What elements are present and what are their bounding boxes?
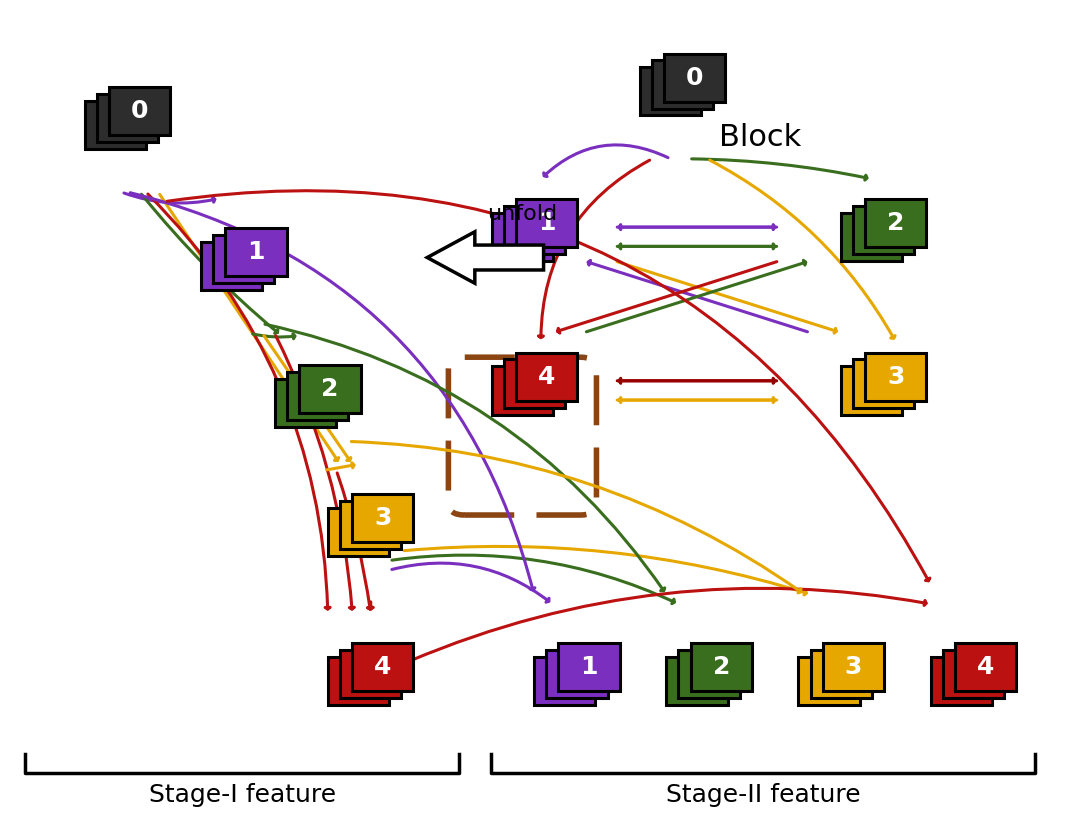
FancyBboxPatch shape	[866, 199, 926, 247]
FancyBboxPatch shape	[504, 206, 565, 254]
Text: 0: 0	[687, 65, 704, 90]
Text: 3: 3	[374, 506, 391, 530]
FancyBboxPatch shape	[810, 650, 872, 698]
FancyBboxPatch shape	[955, 644, 1016, 691]
FancyBboxPatch shape	[109, 86, 171, 135]
Text: 2: 2	[712, 655, 730, 680]
FancyBboxPatch shape	[287, 372, 349, 420]
FancyBboxPatch shape	[213, 235, 274, 283]
FancyBboxPatch shape	[823, 644, 884, 691]
FancyBboxPatch shape	[664, 54, 726, 102]
Text: 4: 4	[538, 365, 555, 388]
FancyBboxPatch shape	[491, 367, 553, 414]
FancyBboxPatch shape	[666, 657, 728, 706]
FancyArrow shape	[427, 232, 544, 284]
FancyBboxPatch shape	[853, 206, 915, 254]
Text: 4: 4	[976, 655, 995, 680]
Text: 2: 2	[887, 211, 904, 235]
FancyBboxPatch shape	[841, 212, 902, 261]
FancyBboxPatch shape	[340, 501, 401, 549]
FancyBboxPatch shape	[300, 365, 360, 413]
FancyBboxPatch shape	[516, 199, 578, 247]
FancyBboxPatch shape	[328, 657, 389, 706]
FancyBboxPatch shape	[491, 212, 553, 261]
Text: 2: 2	[321, 377, 339, 401]
FancyBboxPatch shape	[504, 359, 565, 408]
FancyBboxPatch shape	[691, 644, 752, 691]
Text: 1: 1	[247, 240, 264, 264]
Text: Stage-I feature: Stage-I feature	[148, 783, 336, 806]
FancyBboxPatch shape	[931, 657, 992, 706]
FancyBboxPatch shape	[340, 650, 401, 698]
FancyBboxPatch shape	[678, 650, 740, 698]
Text: 3: 3	[887, 365, 904, 388]
FancyBboxPatch shape	[853, 359, 915, 408]
FancyBboxPatch shape	[275, 378, 336, 427]
FancyBboxPatch shape	[97, 94, 158, 142]
Text: Stage-II feature: Stage-II feature	[666, 783, 860, 806]
FancyBboxPatch shape	[352, 644, 414, 691]
Text: 0: 0	[131, 99, 148, 122]
Text: Block: Block	[720, 122, 802, 152]
Text: 1: 1	[580, 655, 598, 680]
Text: unfold: unfold	[487, 204, 558, 224]
FancyBboxPatch shape	[559, 644, 619, 691]
FancyBboxPatch shape	[200, 242, 262, 290]
FancyBboxPatch shape	[942, 650, 1004, 698]
FancyBboxPatch shape	[328, 508, 389, 555]
FancyBboxPatch shape	[652, 60, 713, 108]
FancyBboxPatch shape	[516, 352, 578, 401]
FancyBboxPatch shape	[546, 650, 608, 698]
Text: 3: 3	[844, 655, 862, 680]
FancyBboxPatch shape	[352, 494, 414, 542]
FancyBboxPatch shape	[866, 352, 926, 401]
FancyBboxPatch shape	[798, 657, 860, 706]
Text: 4: 4	[374, 655, 391, 680]
FancyBboxPatch shape	[640, 67, 701, 116]
FancyBboxPatch shape	[841, 367, 902, 414]
FancyBboxPatch shape	[84, 101, 146, 149]
Text: 1: 1	[538, 211, 555, 235]
FancyBboxPatch shape	[225, 228, 287, 276]
FancyBboxPatch shape	[534, 657, 596, 706]
